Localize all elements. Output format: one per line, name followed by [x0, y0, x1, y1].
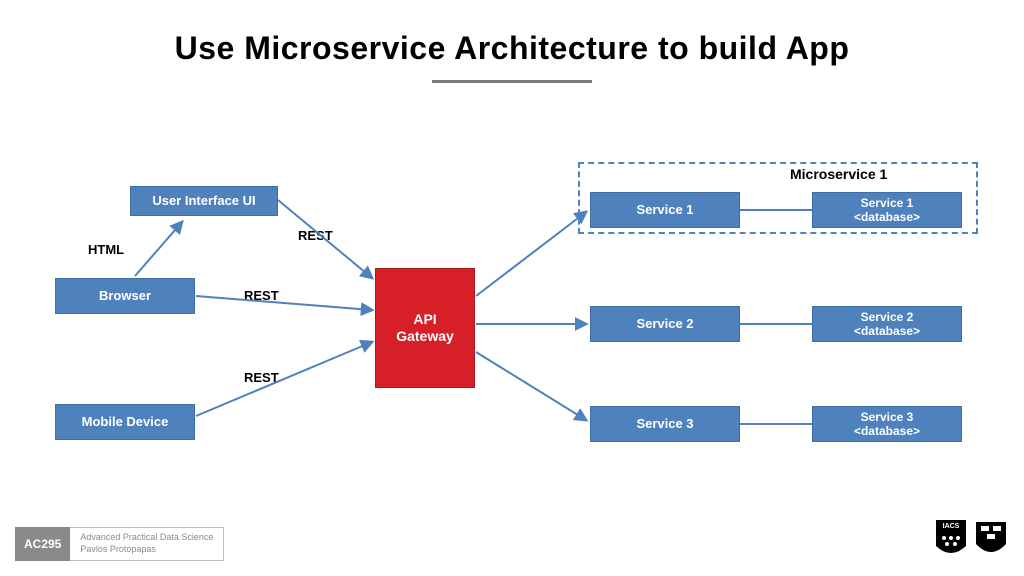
logo-iacs: IACS: [936, 520, 966, 561]
node-service-3-db: Service 3 <database>: [812, 406, 962, 442]
node-service-1-db: Service 1 <database>: [812, 192, 962, 228]
node-api-gateway: API Gateway: [375, 268, 475, 388]
slide-title: Use Microservice Architecture to build A…: [0, 30, 1024, 67]
connector-svc3-db: [740, 423, 812, 425]
edge-label-rest-1: REST: [298, 228, 333, 243]
footer-course-code: AC295: [15, 527, 70, 561]
node-browser: Browser: [55, 278, 195, 314]
footer-course-meta: Advanced Practical Data Science Pavlos P…: [70, 527, 224, 561]
title-underline: [432, 80, 592, 83]
node-mobile-device: Mobile Device: [55, 404, 195, 440]
node-service-2-db: Service 2 <database>: [812, 306, 962, 342]
node-user-interface: User Interface UI: [130, 186, 278, 216]
footer-course-block: AC295 Advanced Practical Data Science Pa…: [15, 527, 224, 561]
edge-label-html: HTML: [88, 242, 124, 257]
edge-label-rest-3: REST: [244, 370, 279, 385]
node-service-2: Service 2: [590, 306, 740, 342]
microservice-group-label: Microservice 1: [790, 166, 887, 182]
logo-harvard-shield: [976, 520, 1006, 561]
edge-label-rest-2: REST: [244, 288, 279, 303]
svg-text:IACS: IACS: [943, 523, 960, 530]
node-service-1: Service 1: [590, 192, 740, 228]
connector-svc1-db: [740, 209, 812, 211]
node-service-3: Service 3: [590, 406, 740, 442]
connector-svc2-db: [740, 323, 812, 325]
footer-course-name: Advanced Practical Data Science: [80, 532, 213, 544]
footer-instructor: Pavlos Protopapas: [80, 544, 213, 556]
